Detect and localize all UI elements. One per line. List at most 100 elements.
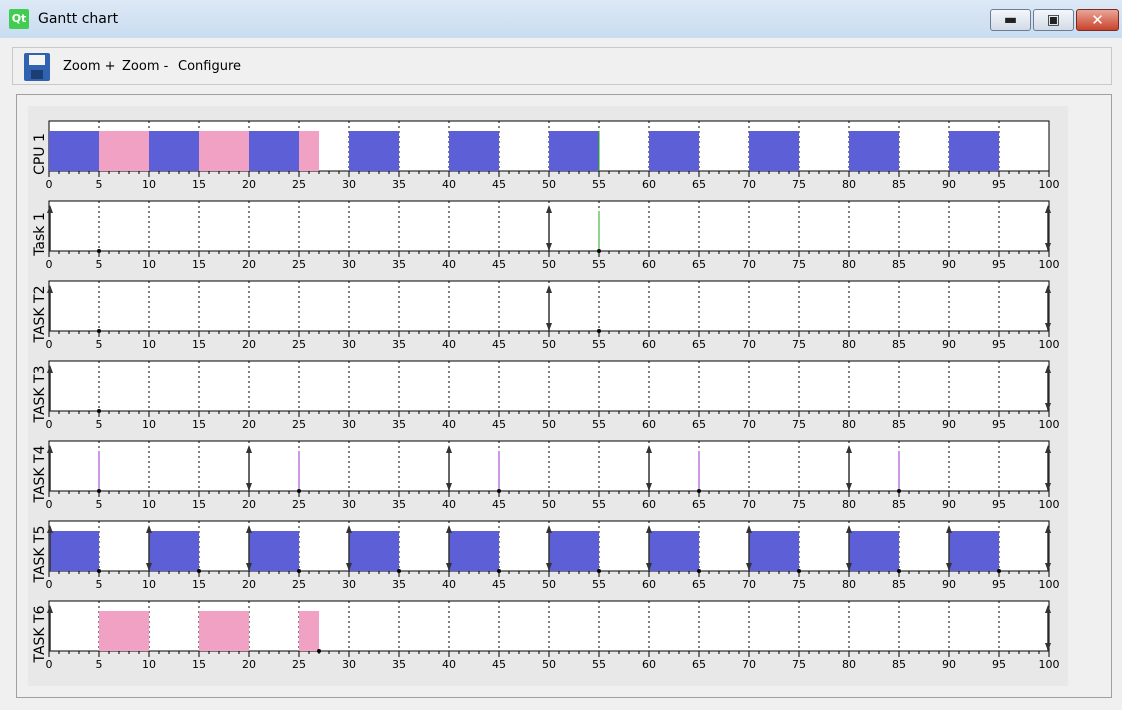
tick-label: 55 xyxy=(592,258,606,271)
tick-label: 15 xyxy=(192,178,206,191)
gantt-row-4: 0 5 10 15 20 25 30 35 40 45 50 55 60 65 70 75 80 85 90 95 10… xyxy=(32,440,1060,511)
tick-label: 60 xyxy=(642,418,656,431)
tick-label: 10 xyxy=(142,258,156,271)
tick-label: 25 xyxy=(292,418,306,431)
tick-label: 100 xyxy=(1039,258,1060,271)
gantt-block xyxy=(349,531,399,571)
tick-label: 80 xyxy=(842,498,856,511)
gantt-block xyxy=(649,531,699,571)
gantt-block xyxy=(349,131,399,171)
tick-label: 55 xyxy=(592,338,606,351)
gantt-block xyxy=(749,131,799,171)
tick-label: 20 xyxy=(242,338,256,351)
gantt-block xyxy=(449,531,499,571)
tick-label: 75 xyxy=(792,418,806,431)
zoom-out-button[interactable]: Zoom - xyxy=(122,59,169,74)
tick-label: 70 xyxy=(742,338,756,351)
tick-label: 90 xyxy=(942,178,956,191)
tick-label: 5 xyxy=(96,498,103,511)
tick-label: 100 xyxy=(1039,338,1060,351)
deadline-arrowhead xyxy=(546,563,552,571)
tick-label: 100 xyxy=(1039,418,1060,431)
gantt-block xyxy=(49,531,99,571)
zoom-in-button[interactable]: Zoom + xyxy=(63,59,116,74)
tick-label: 15 xyxy=(192,418,206,431)
tick-label: 25 xyxy=(292,658,306,671)
tick-label: 50 xyxy=(542,578,556,591)
qt-app-icon: Qt xyxy=(9,9,29,29)
tick-label: 0 xyxy=(46,658,53,671)
tick-label: 0 xyxy=(46,578,53,591)
tick-label: 5 xyxy=(96,338,103,351)
tick-label: 90 xyxy=(942,338,956,351)
tick-label: 10 xyxy=(142,658,156,671)
tick-label: 45 xyxy=(492,418,506,431)
gantt-block xyxy=(99,611,149,651)
tick-label: 5 xyxy=(96,578,103,591)
minimize-button[interactable]: ▬ xyxy=(990,9,1031,31)
arrival-arrowhead xyxy=(446,445,452,453)
tick-label: 75 xyxy=(792,658,806,671)
row-label: CPU 1 xyxy=(32,133,48,175)
tick-label: 35 xyxy=(392,418,406,431)
tick-label: 20 xyxy=(242,258,256,271)
tick-label: 45 xyxy=(492,178,506,191)
tick-label: 35 xyxy=(392,338,406,351)
tick-label: 60 xyxy=(642,658,656,671)
tick-label: 0 xyxy=(46,258,53,271)
tick-label: 40 xyxy=(442,578,456,591)
tick-label: 30 xyxy=(342,418,356,431)
deadline-arrowhead xyxy=(646,483,652,491)
tick-label: 40 xyxy=(442,498,456,511)
tick-label: 15 xyxy=(192,578,206,591)
arrival-arrowhead xyxy=(1045,445,1051,453)
tick-label: 0 xyxy=(46,498,53,511)
deadline-arrowhead xyxy=(1045,243,1051,251)
tick-label: 25 xyxy=(292,498,306,511)
deadline-arrowhead xyxy=(146,563,152,571)
tick-label: 100 xyxy=(1039,658,1060,671)
arrival-arrowhead xyxy=(646,445,652,453)
arrival-arrowhead xyxy=(47,365,53,373)
floppy-disk-icon[interactable] xyxy=(24,53,50,81)
tick-label: 70 xyxy=(742,418,756,431)
deadline-arrowhead xyxy=(1045,643,1051,651)
tick-label: 75 xyxy=(792,338,806,351)
tick-label: 5 xyxy=(96,658,103,671)
tick-label: 75 xyxy=(792,578,806,591)
gantt-row-1: 0 5 10 15 20 25 30 35 40 45 50 55 60 65 70 75 80 85 90 95 10… xyxy=(32,200,1060,271)
arrival-arrowhead xyxy=(1045,285,1051,293)
close-icon: ✕ xyxy=(1091,11,1104,29)
tick-label: 0 xyxy=(46,418,53,431)
gantt-block xyxy=(299,611,319,651)
tick-label: 30 xyxy=(342,178,356,191)
tick-label: 95 xyxy=(992,418,1006,431)
tick-label: 85 xyxy=(892,418,906,431)
maximize-button[interactable]: ▣ xyxy=(1033,9,1074,31)
tick-label: 60 xyxy=(642,338,656,351)
gantt-block xyxy=(549,131,599,171)
tick-label: 30 xyxy=(342,658,356,671)
tick-label: 15 xyxy=(192,498,206,511)
tick-label: 70 xyxy=(742,178,756,191)
gantt-block xyxy=(849,531,899,571)
configure-button[interactable]: Configure xyxy=(178,59,242,74)
deadline-arrowhead xyxy=(546,243,552,251)
gantt-block xyxy=(449,131,499,171)
tick-label: 75 xyxy=(792,258,806,271)
deadline-arrowhead xyxy=(846,483,852,491)
gantt-block xyxy=(949,531,999,571)
deadline-arrowhead xyxy=(246,563,252,571)
close-button[interactable]: ✕ xyxy=(1076,9,1119,31)
arrival-arrowhead xyxy=(746,525,752,533)
tick-label: 5 xyxy=(96,418,103,431)
tick-label: 85 xyxy=(892,258,906,271)
tick-label: 90 xyxy=(942,498,956,511)
tick-label: 45 xyxy=(492,338,506,351)
gantt-block xyxy=(199,131,249,171)
gantt-block xyxy=(549,531,599,571)
tick-label: 45 xyxy=(492,658,506,671)
tick-label: 100 xyxy=(1039,578,1060,591)
tick-label: 20 xyxy=(242,498,256,511)
tick-label: 20 xyxy=(242,418,256,431)
